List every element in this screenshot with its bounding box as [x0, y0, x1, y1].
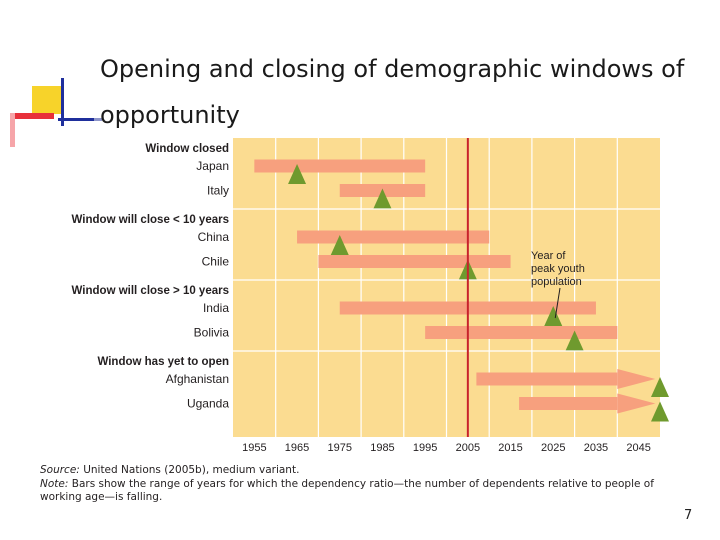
group-label: Window has yet to open — [97, 356, 229, 368]
country-label: Afghanistan — [166, 372, 229, 386]
range-bar — [318, 255, 511, 268]
accent-yellow-square — [32, 86, 62, 114]
peak-youth-marker — [651, 377, 669, 397]
country-label: India — [203, 301, 229, 315]
country-label: Japan — [196, 159, 229, 173]
peak-youth-marker — [544, 306, 563, 326]
annotation-text: Year of — [531, 250, 566, 262]
range-bar — [476, 372, 618, 386]
note-label: Note: — [40, 478, 69, 490]
peak-youth-marker — [288, 164, 307, 184]
group-label: Window closed — [145, 143, 229, 155]
accent-blue-top — [94, 118, 102, 121]
accent-blue-horizontal — [58, 118, 94, 121]
country-label: China — [198, 230, 230, 244]
x-tick-label: 2005 — [456, 442, 480, 454]
x-tick-label: 1975 — [328, 442, 352, 454]
range-bar — [254, 159, 426, 173]
x-tick-label: 2045 — [626, 442, 650, 454]
open-ended-arrow — [617, 369, 656, 389]
peak-youth-marker — [565, 330, 584, 351]
group-label: Window will close > 10 years — [72, 285, 229, 297]
note-text-2: working age—is falling. — [40, 491, 163, 503]
x-tick-label: 1995 — [413, 442, 437, 454]
note-text: Bars show the range of years for which t… — [71, 478, 654, 490]
country-label: Italy — [207, 184, 229, 198]
range-bar — [519, 397, 618, 410]
x-tick-label: 1955 — [242, 442, 266, 454]
annotation-text: peak youth — [531, 263, 585, 275]
accent-red-bar — [10, 113, 54, 119]
x-tick-label: 1965 — [285, 442, 309, 454]
range-bar — [425, 326, 618, 339]
peak-youth-marker — [373, 188, 392, 209]
x-tick-label: 2015 — [498, 442, 522, 454]
bar-note-continued: working age—is falling. — [40, 491, 162, 503]
source-text: United Nations (2005b), medium variant. — [83, 464, 300, 476]
bar-note: Note: Bars show the range of years for w… — [40, 478, 654, 490]
source-label: Source: — [40, 464, 80, 476]
annotation-text: population — [531, 276, 582, 288]
open-ended-arrow — [617, 393, 656, 414]
peak-youth-marker — [651, 401, 669, 422]
x-tick-label: 1985 — [370, 442, 394, 454]
source-note: Source: United Nations (2005b), medium v… — [40, 464, 299, 476]
x-tick-label: 2035 — [584, 442, 608, 454]
peak-youth-marker — [330, 235, 349, 255]
range-bar — [297, 230, 490, 244]
country-label: Bolivia — [194, 326, 230, 340]
annotation-leader — [554, 287, 561, 319]
group-label: Window will close < 10 years — [72, 214, 229, 226]
country-label: Chile — [202, 255, 230, 269]
accent-blue-vertical — [61, 78, 64, 126]
slide-title: Opening and closing of demographic windo… — [100, 55, 685, 129]
country-label: Uganda — [187, 397, 229, 411]
accent-red-vertical — [10, 113, 15, 147]
x-tick-label: 2025 — [541, 442, 565, 454]
page-number: 7 — [684, 508, 693, 523]
